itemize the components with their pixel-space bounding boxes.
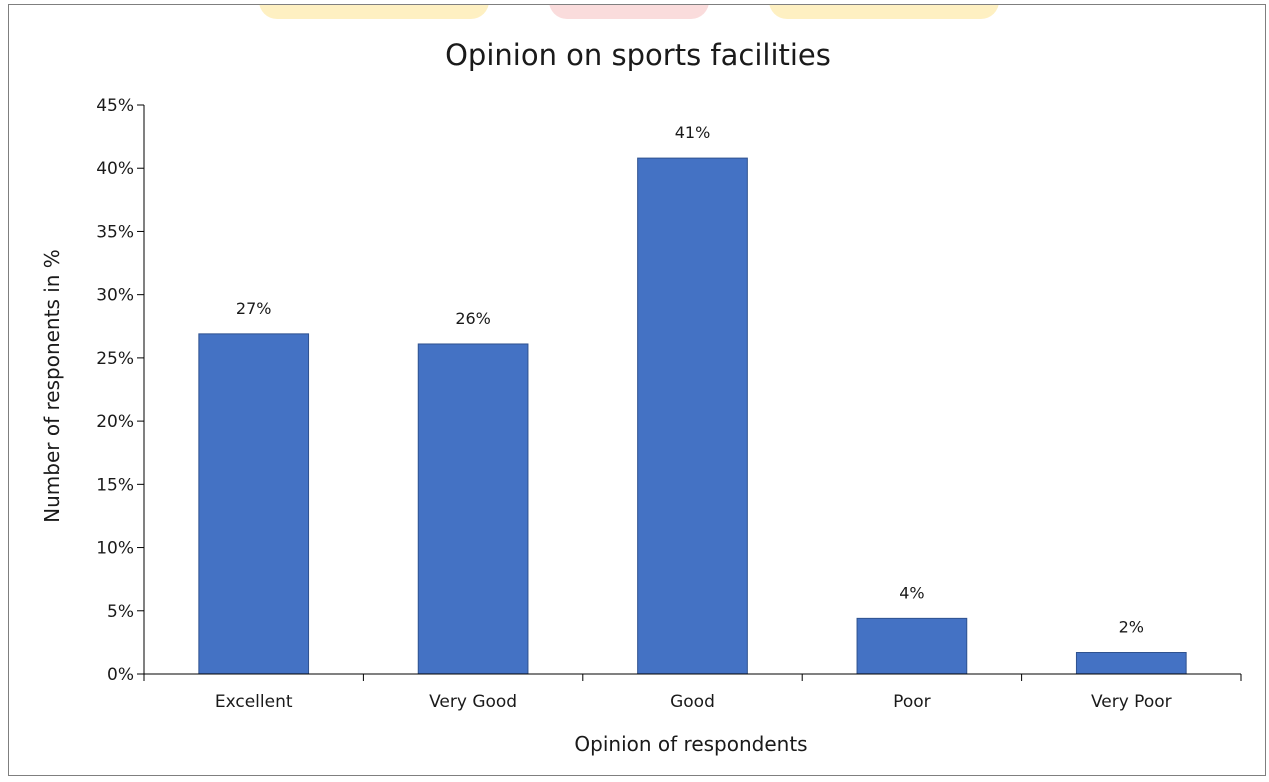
category-labels: Excellent Very Good Good Poor Very Poor <box>215 692 1172 712</box>
x-axis-title: Opinion of respondents <box>574 732 807 756</box>
y-tick-label: 15% <box>96 475 134 495</box>
y-axis-ticks: 0% 5% 10% 15% 20% 25% 30% 35% 40% 45% <box>96 96 144 685</box>
watermark-shape-center <box>549 5 709 19</box>
y-tick-label: 25% <box>96 349 134 369</box>
axes-group <box>143 105 1242 681</box>
bar-good <box>637 157 748 675</box>
bar-very-poor <box>1075 652 1187 675</box>
data-label: 2% <box>1119 618 1144 637</box>
bar-poor <box>856 617 968 675</box>
y-tick-label: 10% <box>96 539 134 559</box>
watermark-shape-left <box>259 5 489 19</box>
watermark-shape-right <box>769 5 999 19</box>
data-labels: 27% 26% 41% 4% 2% <box>236 123 1144 636</box>
data-label: 41% <box>675 123 711 142</box>
bar-very-good <box>417 343 529 675</box>
category-label: Very Good <box>429 692 517 712</box>
chart-frame: Opinion on sports facilities Number of r… <box>8 4 1266 776</box>
y-tick-label: 35% <box>96 222 134 242</box>
category-label: Good <box>670 692 715 712</box>
bar-chart: Opinion on sports facilities Number of r… <box>40 38 1242 756</box>
bars-group <box>198 157 1187 675</box>
category-label: Very Poor <box>1091 692 1172 712</box>
data-label: 27% <box>236 299 272 318</box>
category-label: Excellent <box>215 692 293 712</box>
data-label: 26% <box>455 309 491 328</box>
category-label: Poor <box>893 692 930 712</box>
y-tick-label: 40% <box>96 159 134 179</box>
chart-title: Opinion on sports facilities <box>445 38 831 72</box>
y-tick-label: 5% <box>107 602 134 622</box>
y-tick-label: 20% <box>96 412 134 432</box>
y-axis-title: Number of responents in % <box>40 249 64 523</box>
y-tick-label: 45% <box>96 96 134 116</box>
y-tick-label: 0% <box>107 665 134 685</box>
data-label: 4% <box>899 583 924 602</box>
bar-excellent <box>198 333 310 675</box>
y-tick-label: 30% <box>96 286 134 306</box>
